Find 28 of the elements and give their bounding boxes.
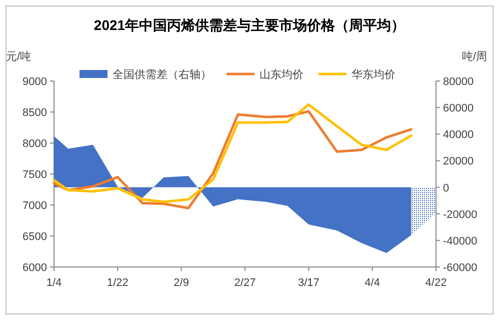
y2-tick-label: 0: [443, 182, 450, 194]
y2-tick-label: 80000: [443, 76, 474, 88]
y-axis-title: 元/吨: [6, 50, 32, 63]
y2-tick-label: 60000: [443, 102, 474, 115]
y-tick-label: 6000: [22, 262, 47, 274]
y-tick-label: 9000: [22, 76, 47, 88]
y-tick-label: 7500: [22, 169, 47, 181]
y2-tick-label: 40000: [443, 129, 474, 142]
legend-label: 全国供需差（右轴）: [112, 68, 212, 81]
x-tick-label: 2/9: [174, 277, 189, 289]
chart-title: 2021年中国丙烯供需差与主要市场价格（周平均）: [94, 17, 406, 33]
y-tick-label: 8000: [22, 138, 47, 150]
x-tick-label: 1/4: [46, 277, 62, 289]
y2-tick-label: -60000: [443, 262, 478, 274]
x-tick-label: 2/27: [234, 277, 256, 289]
y2-tick-label: 20000: [443, 156, 474, 168]
x-tick-label: 4/4: [364, 277, 380, 289]
y-tick-label: 6500: [22, 231, 47, 243]
y-tick-label: 8500: [22, 107, 47, 119]
legend-label: 华东均价: [352, 68, 396, 81]
y2-axis-title: 吨/周: [462, 50, 488, 63]
y2-tick-label: -40000: [443, 235, 478, 248]
y-tick-label: 7000: [22, 200, 47, 212]
legend-label: 山东均价: [260, 68, 304, 81]
x-tick-label: 3/17: [298, 277, 320, 289]
x-tick-label: 1/22: [106, 277, 128, 289]
x-tick-label: 4/22: [425, 277, 447, 289]
y2-tick-label: -20000: [443, 208, 478, 221]
